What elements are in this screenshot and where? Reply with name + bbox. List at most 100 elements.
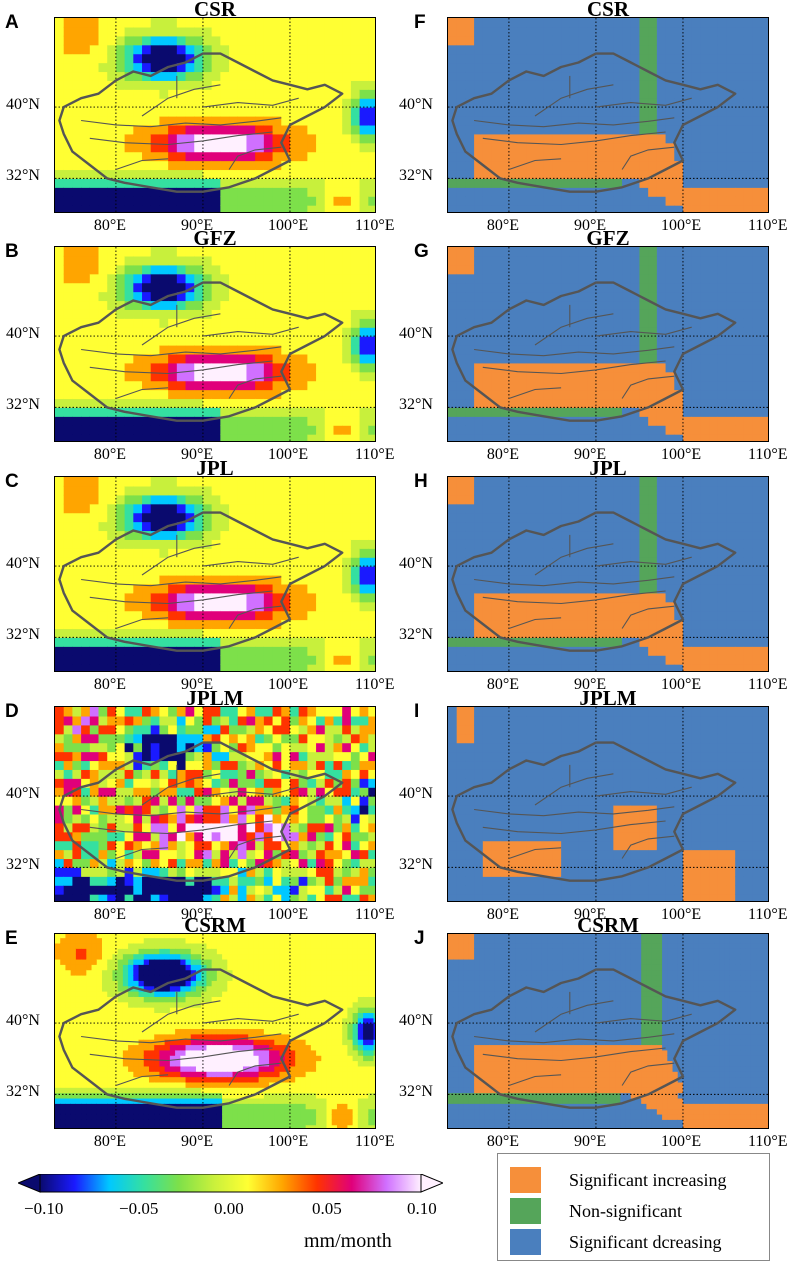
sub-basin-boundary xyxy=(202,786,299,797)
sub-basin-boundary xyxy=(595,786,692,797)
sub-basin-boundary xyxy=(621,605,675,629)
longitude-tick-label: 110°E xyxy=(748,217,788,234)
longitude-tick-label: 80°E xyxy=(486,906,520,923)
significance-map xyxy=(447,17,769,213)
sub-basin-boundary xyxy=(115,617,169,630)
longitude-tick-label: 80°E xyxy=(93,446,127,463)
sub-basin-boundary xyxy=(534,313,614,346)
sub-basin-boundary xyxy=(89,1047,273,1062)
longitude-tick-label: 80°E xyxy=(486,676,520,693)
longitude-tick-label: 80°E xyxy=(486,217,520,234)
latitude-tick-label: 40°N xyxy=(399,785,433,803)
longitude-tick-label: 110°E xyxy=(355,676,395,693)
sub-basin-boundary xyxy=(141,84,221,117)
latitude-tick-label: 40°N xyxy=(6,555,40,573)
longitude-tick-label: 110°E xyxy=(355,217,395,234)
sub-basin-boundary xyxy=(202,97,299,108)
basin-boundary xyxy=(58,52,344,193)
longitude-tick-label: 90°E xyxy=(573,906,607,923)
panel-title: CSRM xyxy=(184,913,246,937)
sub-basin-boundary xyxy=(228,375,282,399)
sub-basin-boundary xyxy=(202,556,299,567)
panel-title: JPLM xyxy=(579,686,637,710)
colorbar-tick-label: 0.00 xyxy=(214,1199,244,1218)
sub-basin-boundary xyxy=(81,806,282,817)
longitude-tick-label: 100°E xyxy=(267,1133,309,1150)
colorbar-bar xyxy=(18,1174,443,1193)
longitude-tick-label: 100°E xyxy=(660,676,702,693)
colorbar-tick-label: −0.05 xyxy=(119,1199,159,1218)
latitude-tick-label: 40°N xyxy=(6,785,40,803)
panel-letter: D xyxy=(5,701,19,722)
sub-basin-boundary xyxy=(141,313,221,346)
sub-basin-boundary xyxy=(482,590,666,605)
longitude-tick-label: 100°E xyxy=(267,446,309,463)
legend-label: Non-significant xyxy=(569,1201,682,1221)
basin-boundary xyxy=(58,511,344,652)
longitude-tick-label: 110°E xyxy=(748,1133,788,1150)
latitude-tick-label: 32°N xyxy=(6,856,40,874)
latitude-tick-label: 32°N xyxy=(399,396,433,414)
sub-basin-boundary xyxy=(89,131,273,146)
panel-letter: C xyxy=(5,471,19,492)
legend-label: Significant increasing xyxy=(569,1170,727,1190)
trend-map xyxy=(54,476,376,672)
colorbar-min-extension xyxy=(18,1174,41,1193)
basin-boundary xyxy=(451,968,737,1109)
trend-map xyxy=(54,933,376,1129)
basin-boundary xyxy=(58,968,344,1109)
sub-basin-boundary xyxy=(228,605,282,629)
latitude-tick-label: 32°N xyxy=(6,1083,40,1101)
sub-basin-boundary xyxy=(474,576,675,587)
sub-basin-boundary xyxy=(482,820,666,835)
basin-boundary xyxy=(58,281,344,422)
sub-basin-boundary xyxy=(89,590,273,605)
sub-basin-boundary xyxy=(474,346,675,357)
panel-title: CSRM xyxy=(577,913,639,937)
legend-swatch xyxy=(510,1198,541,1224)
longitude-tick-label: 110°E xyxy=(748,446,788,463)
panel-letter: E xyxy=(5,928,18,949)
longitude-tick-label: 80°E xyxy=(93,217,127,234)
sub-basin-boundary xyxy=(508,617,562,630)
panel-letter: G xyxy=(414,241,429,262)
sub-basin-boundary xyxy=(482,360,666,375)
sub-basin-boundary xyxy=(621,146,675,170)
longitude-tick-label: 90°E xyxy=(180,217,214,234)
sub-basin-boundary xyxy=(474,117,675,128)
significance-map xyxy=(447,933,769,1129)
sub-basin-boundary xyxy=(595,97,692,108)
basin-boundary xyxy=(58,741,344,882)
panel-letter: H xyxy=(414,471,428,492)
sub-basin-boundary xyxy=(228,146,282,170)
latitude-tick-label: 40°N xyxy=(6,325,40,343)
sub-basin-boundary xyxy=(202,1013,299,1024)
basin-boundary xyxy=(451,511,737,652)
longitude-tick-label: 90°E xyxy=(573,446,607,463)
longitude-tick-label: 80°E xyxy=(486,1133,520,1150)
longitude-tick-label: 100°E xyxy=(267,676,309,693)
longitude-tick-label: 110°E xyxy=(355,1133,395,1150)
longitude-tick-label: 80°E xyxy=(486,446,520,463)
sub-basin-boundary xyxy=(482,1047,666,1062)
legend-swatch xyxy=(510,1167,541,1193)
sub-basin-boundary xyxy=(89,820,273,835)
trend-map xyxy=(54,706,376,902)
longitude-tick-label: 100°E xyxy=(267,217,309,234)
longitude-tick-label: 100°E xyxy=(660,217,702,234)
significance-map xyxy=(447,476,769,672)
sub-basin-boundary xyxy=(141,773,221,806)
longitude-tick-label: 100°E xyxy=(660,1133,702,1150)
panel-title: GFZ xyxy=(193,226,237,250)
legend-label: Significant dcreasing xyxy=(569,1232,722,1252)
longitude-tick-label: 90°E xyxy=(180,1133,214,1150)
longitude-tick-label: 110°E xyxy=(355,446,395,463)
panel-title: CSR xyxy=(586,0,629,21)
sub-basin-boundary xyxy=(508,387,562,400)
latitude-tick-label: 40°N xyxy=(399,555,433,573)
longitude-tick-label: 80°E xyxy=(93,906,127,923)
basin-boundary xyxy=(451,281,737,422)
sub-basin-boundary xyxy=(508,847,562,860)
latitude-tick-label: 32°N xyxy=(399,167,433,185)
sub-basin-boundary xyxy=(115,1074,169,1087)
